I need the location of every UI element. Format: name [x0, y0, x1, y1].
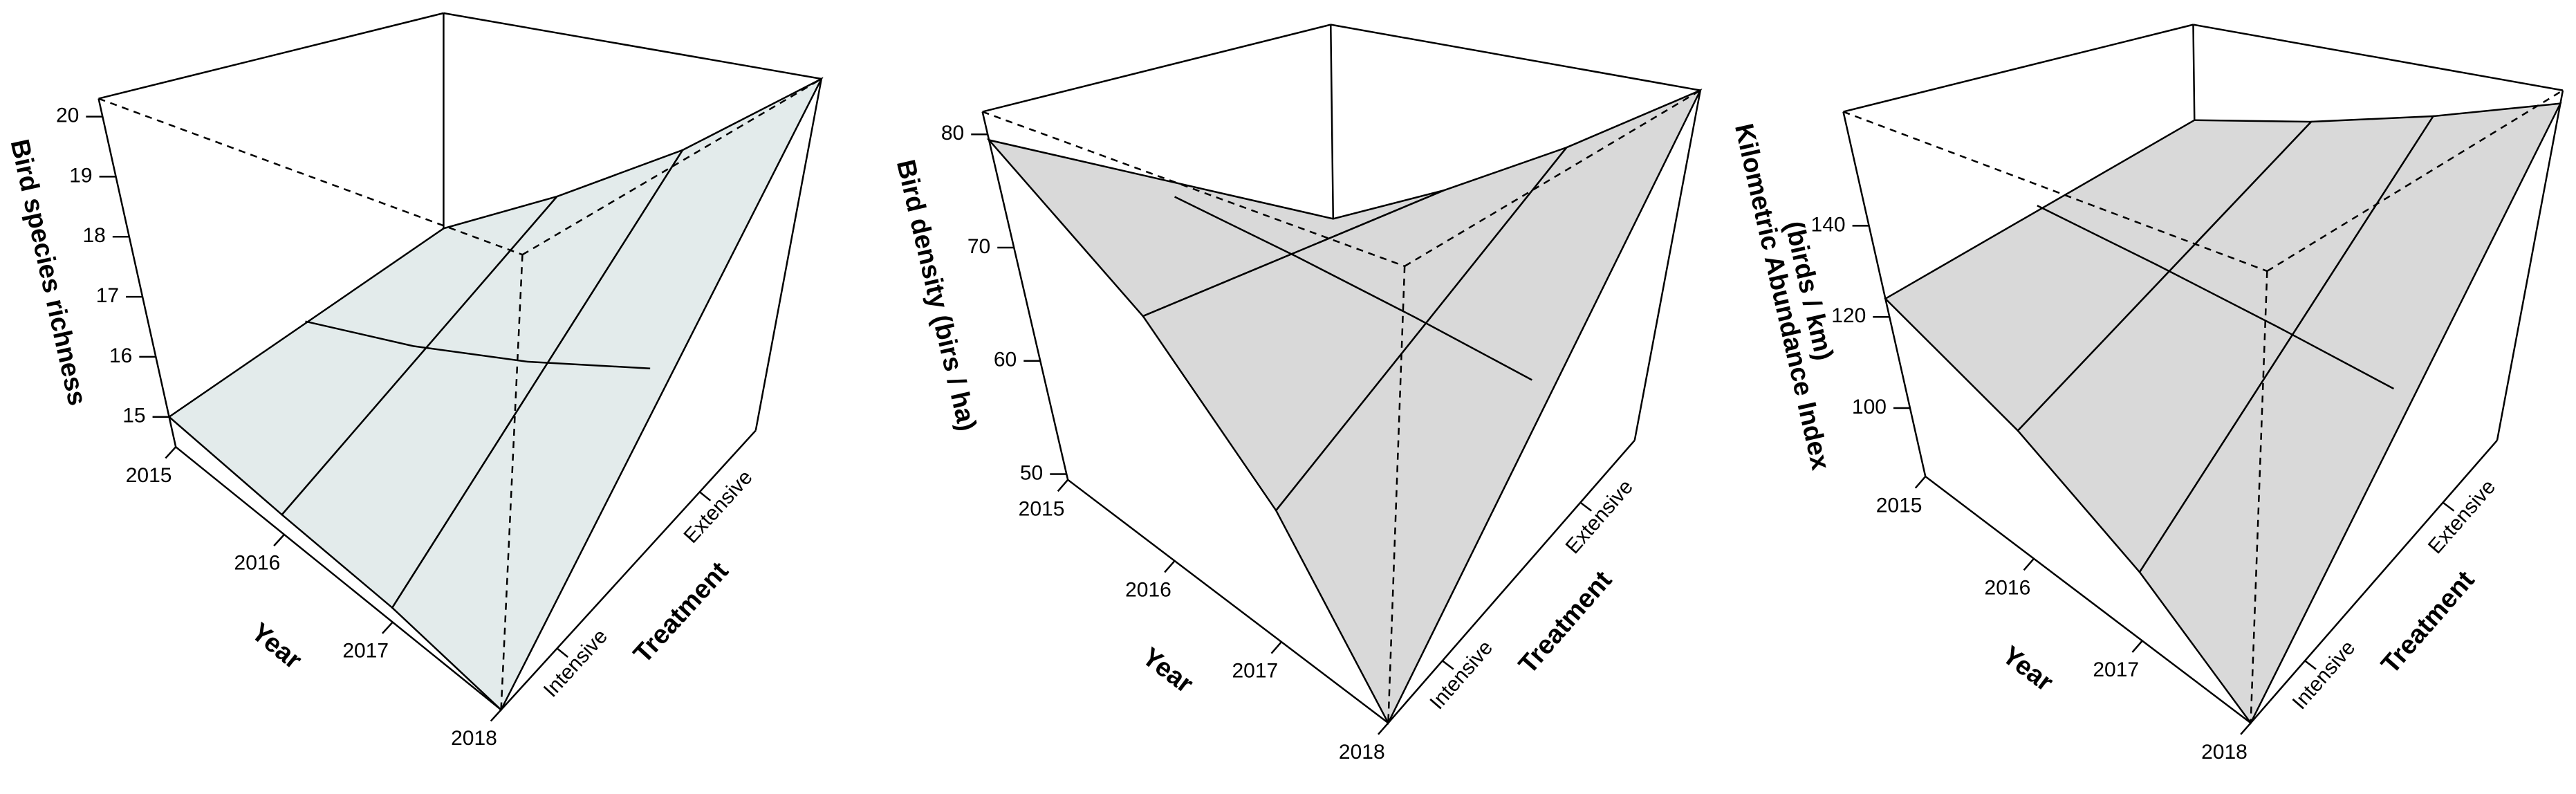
box-edge [2193, 24, 2564, 91]
box-edge [500, 430, 757, 711]
year-tick [2131, 640, 2143, 653]
year-tick [1164, 560, 1176, 573]
year-tick [273, 534, 285, 546]
hidden-edge [1387, 266, 1406, 723]
year-tick-label: 2017 [1232, 660, 1279, 683]
treatment-tick [1579, 501, 1593, 512]
year-axis-title: Year [1996, 640, 2059, 697]
year-tick [490, 709, 502, 722]
z-tick-label: 15 [122, 405, 145, 427]
z-tick-label: 17 [96, 284, 119, 307]
treatment-tick [1442, 660, 1454, 670]
box-edge [1067, 479, 1389, 724]
box-edge [1387, 439, 1636, 724]
z-tick-label: 50 [1020, 461, 1043, 484]
z-tick-label: 20 [56, 104, 79, 127]
treatment-tick [2304, 660, 2317, 670]
z-tick-label: 18 [82, 224, 105, 247]
year-tick-label: 2016 [1985, 576, 2031, 599]
year-tick [2023, 557, 2035, 571]
z-tick-label: 140 [1811, 213, 1846, 236]
treatment-axis-title: Treatment [2376, 566, 2481, 680]
year-tick-label: 2018 [1339, 741, 1385, 764]
year-tick-label: 2018 [451, 727, 497, 750]
hidden-edge [1843, 111, 2268, 273]
hidden-edge [982, 111, 1405, 268]
box-edge [443, 12, 822, 80]
hidden-edge [521, 77, 822, 256]
year-tick-label: 2018 [2201, 741, 2248, 764]
box-edge [1925, 475, 2252, 724]
year-tick [1057, 479, 1069, 492]
hidden-edge [98, 98, 523, 256]
treatment-tick-label: Extensive [680, 466, 757, 548]
year-tick-label: 2017 [342, 639, 389, 662]
box-edge [1843, 24, 2194, 113]
box-edge [2496, 90, 2564, 441]
year-tick-label: 2015 [1019, 497, 1065, 520]
box-edge [98, 12, 444, 100]
year-tick-label: 2016 [1125, 579, 1171, 602]
year-tick-label: 2015 [126, 464, 172, 487]
box-edge [982, 24, 1331, 113]
treatment-tick-label: Intensive [2288, 636, 2360, 714]
surface-grid-line [305, 320, 651, 369]
year-tick [1270, 641, 1282, 654]
surface-grid-line [2037, 205, 2394, 390]
hidden-edge [1404, 89, 1701, 267]
treatment-tick-label: Extensive [1562, 475, 1638, 558]
treatment-tick [556, 647, 568, 658]
year-axis-title: Year [1137, 643, 1199, 699]
treatment-tick [698, 491, 712, 501]
year-tick [165, 446, 177, 459]
z-tick-label: 60 [994, 349, 1017, 371]
box-edge [1331, 24, 1701, 91]
hidden-edge [500, 255, 523, 710]
z-tick-label: 16 [109, 344, 132, 367]
surface-patch [1275, 89, 1703, 726]
treatment-tick-label: Intensive [539, 625, 612, 702]
box-edge [1842, 111, 1927, 477]
hidden-edge [2250, 270, 2268, 723]
treatment-tick-label: Intensive [1425, 636, 1497, 714]
z-axis-title: Bird density (birs / ha) [891, 157, 982, 434]
box-edge [2250, 439, 2498, 724]
box-edge [981, 111, 1069, 480]
year-tick [1914, 476, 1927, 489]
z-tick-label: 100 [1852, 396, 1887, 418]
year-tick [2240, 722, 2252, 735]
year-tick-label: 2015 [1876, 495, 1922, 517]
z-tick-label: 120 [1831, 304, 1866, 327]
hidden-edge [2266, 89, 2564, 273]
z-tick-label: 80 [941, 122, 964, 145]
year-tick [1378, 722, 1389, 735]
z-tick-label: 19 [69, 164, 92, 187]
z-tick-label: 70 [967, 235, 990, 258]
box-edge [98, 98, 177, 447]
treatment-tick-label: Extensive [2424, 475, 2500, 558]
box-edge [175, 446, 502, 711]
surface-patch [391, 77, 824, 712]
treatment-axis-title: Treatment [1513, 566, 1618, 680]
box-edge [1633, 90, 1702, 441]
surface-patch [2138, 102, 2562, 725]
treatment-axis-title: Treatment [628, 556, 734, 669]
year-tick-label: 2017 [2093, 658, 2139, 681]
treatment-tick [2442, 501, 2455, 512]
surface-grid-line [1174, 196, 1532, 381]
box-edge [754, 78, 823, 431]
year-tick [382, 621, 393, 634]
year-axis-title: Year [245, 618, 307, 675]
year-tick-label: 2016 [234, 552, 281, 575]
